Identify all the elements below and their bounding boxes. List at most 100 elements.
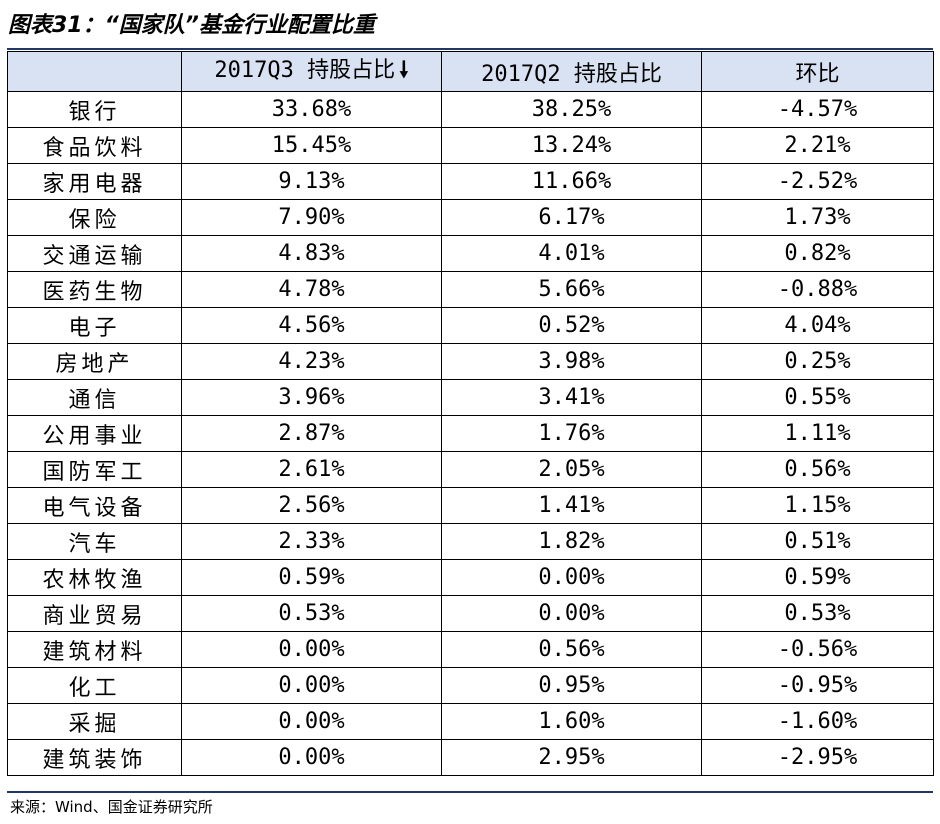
q2-share-cell: 1.82% <box>441 523 702 560</box>
q3-share-cell: 0.00% <box>181 667 442 704</box>
change-cell: -1.60% <box>701 703 934 740</box>
arrow-down-icon: 🠗 <box>399 58 409 83</box>
industry-cell: 医药生物 <box>7 271 182 308</box>
table-row: 交通运输 4.83% 4.01% 0.82% <box>7 235 934 272</box>
q3-share-cell: 2.56% <box>181 487 442 524</box>
header-2017q3[interactable]: 2017Q3 持股占比 🠗 <box>181 51 442 92</box>
q3-share-cell: 4.78% <box>181 271 442 308</box>
industry-cell: 采掘 <box>7 703 182 740</box>
title-divider <box>7 48 933 50</box>
change-cell: 0.25% <box>701 343 934 380</box>
q2-share-cell: 0.00% <box>441 559 702 596</box>
table-body: 银行 33.68% 38.25% -4.57% 食品饮料 15.45% 13.24% 2.21… <box>7 91 934 776</box>
q3-share-cell: 2.61% <box>181 451 442 488</box>
q2-share-cell: 2.95% <box>441 739 702 776</box>
industry-cell: 电子 <box>7 307 182 344</box>
table-row: 食品饮料 15.45% 13.24% 2.21% <box>7 127 934 164</box>
change-cell: -2.52% <box>701 163 934 200</box>
industry-cell: 交通运输 <box>7 235 182 272</box>
q3-share-cell: 2.87% <box>181 415 442 452</box>
change-cell: 0.59% <box>701 559 934 596</box>
q3-share-cell: 2.33% <box>181 523 442 560</box>
industry-cell: 银行 <box>7 91 182 128</box>
table-row: 电气设备 2.56% 1.41% 1.15% <box>7 487 934 524</box>
q3-share-cell: 0.53% <box>181 595 442 632</box>
table-row: 农林牧渔 0.59% 0.00% 0.59% <box>7 559 934 596</box>
q3-share-cell: 0.00% <box>181 703 442 740</box>
q3-share-cell: 0.59% <box>181 559 442 596</box>
change-cell: 0.53% <box>701 595 934 632</box>
q2-share-cell: 1.76% <box>441 415 702 452</box>
table-row: 汽车 2.33% 1.82% 0.51% <box>7 523 934 560</box>
industry-cell: 房地产 <box>7 343 182 380</box>
industry-cell: 农林牧渔 <box>7 559 182 596</box>
q2-share-cell: 0.00% <box>441 595 702 632</box>
change-cell: 0.55% <box>701 379 934 416</box>
industry-cell: 建筑装饰 <box>7 739 182 776</box>
change-cell: -0.95% <box>701 667 934 704</box>
q2-share-cell: 3.41% <box>441 379 702 416</box>
industry-cell: 食品饮料 <box>7 127 182 164</box>
q3-share-cell: 15.45% <box>181 127 442 164</box>
q2-share-cell: 0.95% <box>441 667 702 704</box>
change-cell: 1.15% <box>701 487 934 524</box>
q3-share-cell: 0.00% <box>181 631 442 668</box>
source-note: 来源：Wind、国金证券研究所 <box>10 798 213 816</box>
table-row: 国防军工 2.61% 2.05% 0.56% <box>7 451 934 488</box>
q2-share-cell: 0.56% <box>441 631 702 668</box>
table-row: 建筑装饰 0.00% 2.95% -2.95% <box>7 739 934 776</box>
table-row: 医药生物 4.78% 5.66% -0.88% <box>7 271 934 308</box>
change-cell: 1.11% <box>701 415 934 452</box>
q3-share-cell: 4.23% <box>181 343 442 380</box>
q2-share-cell: 4.01% <box>441 235 702 272</box>
q3-share-cell: 0.00% <box>181 739 442 776</box>
change-cell: -2.95% <box>701 739 934 776</box>
header-change: 环比 <box>701 51 934 92</box>
header-industry <box>7 51 182 92</box>
industry-cell: 建筑材料 <box>7 631 182 668</box>
table-row: 建筑材料 0.00% 0.56% -0.56% <box>7 631 934 668</box>
change-cell: 2.21% <box>701 127 934 164</box>
header-2017q2: 2017Q2 持股占比 <box>441 51 702 92</box>
table-row: 商业贸易 0.53% 0.00% 0.53% <box>7 595 934 632</box>
industry-allocation-table: 2017Q3 持股占比 🠗 2017Q2 持股占比 环比 银行 33.68% 38.2… <box>7 51 934 776</box>
table-row: 电子 4.56% 0.52% 4.04% <box>7 307 934 344</box>
industry-cell: 电气设备 <box>7 487 182 524</box>
table-row: 家用电器 9.13% 11.66% -2.52% <box>7 163 934 200</box>
q2-share-cell: 6.17% <box>441 199 702 236</box>
industry-cell: 通信 <box>7 379 182 416</box>
industry-cell: 保险 <box>7 199 182 236</box>
q3-share-cell: 4.56% <box>181 307 442 344</box>
industry-cell: 商业贸易 <box>7 595 182 632</box>
change-cell: -0.56% <box>701 631 934 668</box>
change-cell: 1.73% <box>701 199 934 236</box>
table-row: 房地产 4.23% 3.98% 0.25% <box>7 343 934 380</box>
table-header-row: 2017Q3 持股占比 🠗 2017Q2 持股占比 环比 <box>7 51 934 92</box>
change-cell: -0.88% <box>701 271 934 308</box>
q2-share-cell: 1.41% <box>441 487 702 524</box>
q3-share-cell: 4.83% <box>181 235 442 272</box>
q2-share-cell: 3.98% <box>441 343 702 380</box>
table-row: 公用事业 2.87% 1.76% 1.11% <box>7 415 934 452</box>
change-cell: 4.04% <box>701 307 934 344</box>
table-row: 通信 3.96% 3.41% 0.55% <box>7 379 934 416</box>
change-cell: 0.56% <box>701 451 934 488</box>
industry-cell: 化工 <box>7 667 182 704</box>
figure-title: 图表31：“国家队”基金行业配置比重 <box>8 13 375 38</box>
industry-cell: 家用电器 <box>7 163 182 200</box>
q3-share-cell: 33.68% <box>181 91 442 128</box>
q3-share-cell: 9.13% <box>181 163 442 200</box>
q2-share-cell: 5.66% <box>441 271 702 308</box>
q2-share-cell: 13.24% <box>441 127 702 164</box>
q2-share-cell: 0.52% <box>441 307 702 344</box>
q3-share-cell: 7.90% <box>181 199 442 236</box>
industry-cell: 汽车 <box>7 523 182 560</box>
industry-cell: 公用事业 <box>7 415 182 452</box>
q2-share-cell: 1.60% <box>441 703 702 740</box>
change-cell: 0.51% <box>701 523 934 560</box>
table-row: 化工 0.00% 0.95% -0.95% <box>7 667 934 704</box>
header-2017q3-label: 2017Q3 持股占比 <box>214 58 396 83</box>
table-row: 银行 33.68% 38.25% -4.57% <box>7 91 934 128</box>
industry-cell: 国防军工 <box>7 451 182 488</box>
q2-share-cell: 2.05% <box>441 451 702 488</box>
